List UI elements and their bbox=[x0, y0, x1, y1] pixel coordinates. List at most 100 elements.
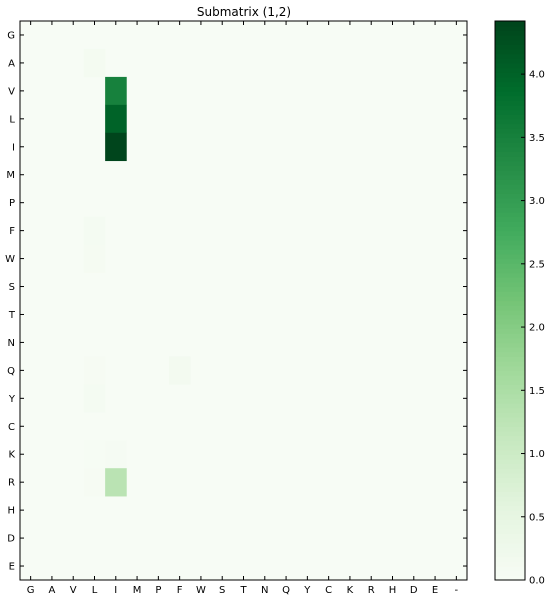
colorbar-segment bbox=[495, 542, 525, 548]
heatmap-cell-L-I bbox=[105, 104, 127, 134]
colorbar-segment bbox=[495, 202, 525, 208]
y-tick-label: M bbox=[6, 170, 15, 181]
colorbar-segment bbox=[495, 34, 525, 41]
colorbar-segment bbox=[495, 305, 525, 311]
y-tick-label: A bbox=[8, 58, 15, 69]
x-tick-label: T bbox=[239, 585, 247, 596]
colorbar-segment bbox=[495, 146, 525, 153]
y-tick-label: W bbox=[5, 254, 15, 265]
colorbar-segment bbox=[495, 216, 525, 222]
colorbar-segment bbox=[495, 370, 525, 376]
y-tick-label: Y bbox=[8, 394, 16, 405]
colorbar-segment bbox=[495, 351, 525, 357]
colorbar-segment bbox=[495, 53, 525, 59]
chart-title: Submatrix (1,2) bbox=[197, 5, 291, 19]
y-tick-label: V bbox=[8, 86, 15, 97]
colorbar-segment bbox=[495, 328, 525, 334]
colorbar-segment bbox=[495, 221, 525, 227]
y-tick-label: P bbox=[9, 198, 15, 209]
colorbar-segment bbox=[495, 361, 525, 367]
y-tick-label: F bbox=[9, 226, 15, 237]
y-tick-label: K bbox=[8, 450, 15, 461]
colorbar-segment bbox=[495, 123, 525, 129]
colorbar-segment bbox=[495, 81, 525, 87]
heatmap-cell-Q-F bbox=[169, 356, 191, 385]
colorbar-segment bbox=[495, 100, 525, 106]
colorbar-segment bbox=[495, 244, 525, 250]
colorbar-segment bbox=[495, 179, 525, 185]
y-tick-label: E bbox=[9, 562, 15, 573]
colorbar: 0.0 0.5 1.0 1.5 2.0 2.5 3.0 3.5 4.0 bbox=[494, 20, 545, 587]
x-tick-label: I bbox=[114, 585, 117, 596]
colorbar-tick-label: 2.0 bbox=[529, 323, 545, 334]
colorbar-segment bbox=[495, 104, 525, 111]
colorbar-segment bbox=[495, 333, 525, 339]
x-tick-label: D bbox=[410, 585, 418, 596]
colorbar-segment bbox=[495, 25, 525, 31]
heatmap-cell-V-I bbox=[105, 76, 127, 106]
colorbar-segment bbox=[495, 114, 525, 120]
colorbar-segment bbox=[495, 198, 525, 204]
x-tick-label: L bbox=[92, 585, 98, 596]
colorbar-segment bbox=[495, 444, 525, 451]
colorbar-segment bbox=[495, 211, 525, 218]
colorbar-segment bbox=[495, 95, 525, 101]
heatmap-cell-F-L bbox=[83, 216, 106, 245]
y-tick-label: N bbox=[8, 338, 15, 349]
colorbar-segment bbox=[495, 393, 525, 399]
colorbar-segment bbox=[495, 342, 525, 348]
colorbar-segment bbox=[495, 486, 525, 493]
x-tick-label: R bbox=[368, 585, 375, 596]
colorbar-segment bbox=[495, 151, 525, 157]
colorbar-segment bbox=[495, 286, 525, 292]
colorbar-segment bbox=[495, 416, 525, 423]
colorbar-segment bbox=[495, 337, 525, 344]
colorbar-segment bbox=[495, 468, 525, 474]
colorbar-segment bbox=[495, 174, 525, 180]
colorbar-segment bbox=[495, 44, 525, 50]
colorbar-segment bbox=[495, 142, 525, 148]
colorbar-tick-label: 0.0 bbox=[529, 576, 545, 587]
colorbar-segment bbox=[495, 505, 525, 511]
colorbar-frame bbox=[494, 20, 526, 581]
colorbar-segment bbox=[495, 58, 525, 64]
y-tick-label: Q bbox=[7, 366, 15, 377]
y-tick-label: H bbox=[7, 506, 15, 517]
x-tick-label: Y bbox=[303, 585, 311, 596]
colorbar-segment bbox=[495, 510, 525, 516]
colorbar-tick-label: 1.5 bbox=[529, 386, 545, 397]
colorbar-segment bbox=[495, 347, 525, 353]
colorbar-segment bbox=[495, 128, 525, 134]
x-tick-label: P bbox=[155, 585, 161, 596]
colorbar-segment bbox=[495, 575, 525, 581]
colorbar-tick-label: 0.5 bbox=[529, 512, 545, 523]
colorbar-segment bbox=[495, 39, 525, 45]
heatmap-cell-Y-L bbox=[83, 384, 106, 413]
x-tick-label: G bbox=[27, 585, 35, 596]
x-tick-label: W bbox=[196, 585, 206, 596]
colorbar-segment bbox=[495, 62, 525, 69]
colorbar-segment bbox=[495, 314, 525, 320]
colorbar-segment bbox=[495, 426, 525, 432]
heatmap-cell-W-L bbox=[83, 244, 106, 273]
colorbar-segment bbox=[495, 188, 525, 194]
colorbar-segment bbox=[495, 496, 525, 502]
colorbar-segment bbox=[495, 524, 525, 530]
colorbar-segment bbox=[495, 519, 525, 525]
colorbar-segment bbox=[495, 118, 525, 125]
colorbar-segment bbox=[495, 21, 525, 27]
y-tick-label: G bbox=[7, 30, 15, 41]
colorbar-segment bbox=[495, 421, 525, 427]
colorbar-segment bbox=[495, 556, 525, 562]
colorbar-segment bbox=[495, 160, 525, 167]
heatmap-cell-A-L bbox=[83, 48, 106, 78]
y-tick-label: T bbox=[8, 310, 16, 321]
colorbar-segment bbox=[495, 272, 525, 278]
heatmap-cells bbox=[20, 21, 467, 580]
x-tick-label: - bbox=[455, 585, 459, 596]
colorbar-segment bbox=[495, 491, 525, 497]
colorbar-segment bbox=[495, 538, 525, 544]
colorbar-segment bbox=[495, 454, 525, 460]
colorbar-segment bbox=[495, 30, 525, 36]
